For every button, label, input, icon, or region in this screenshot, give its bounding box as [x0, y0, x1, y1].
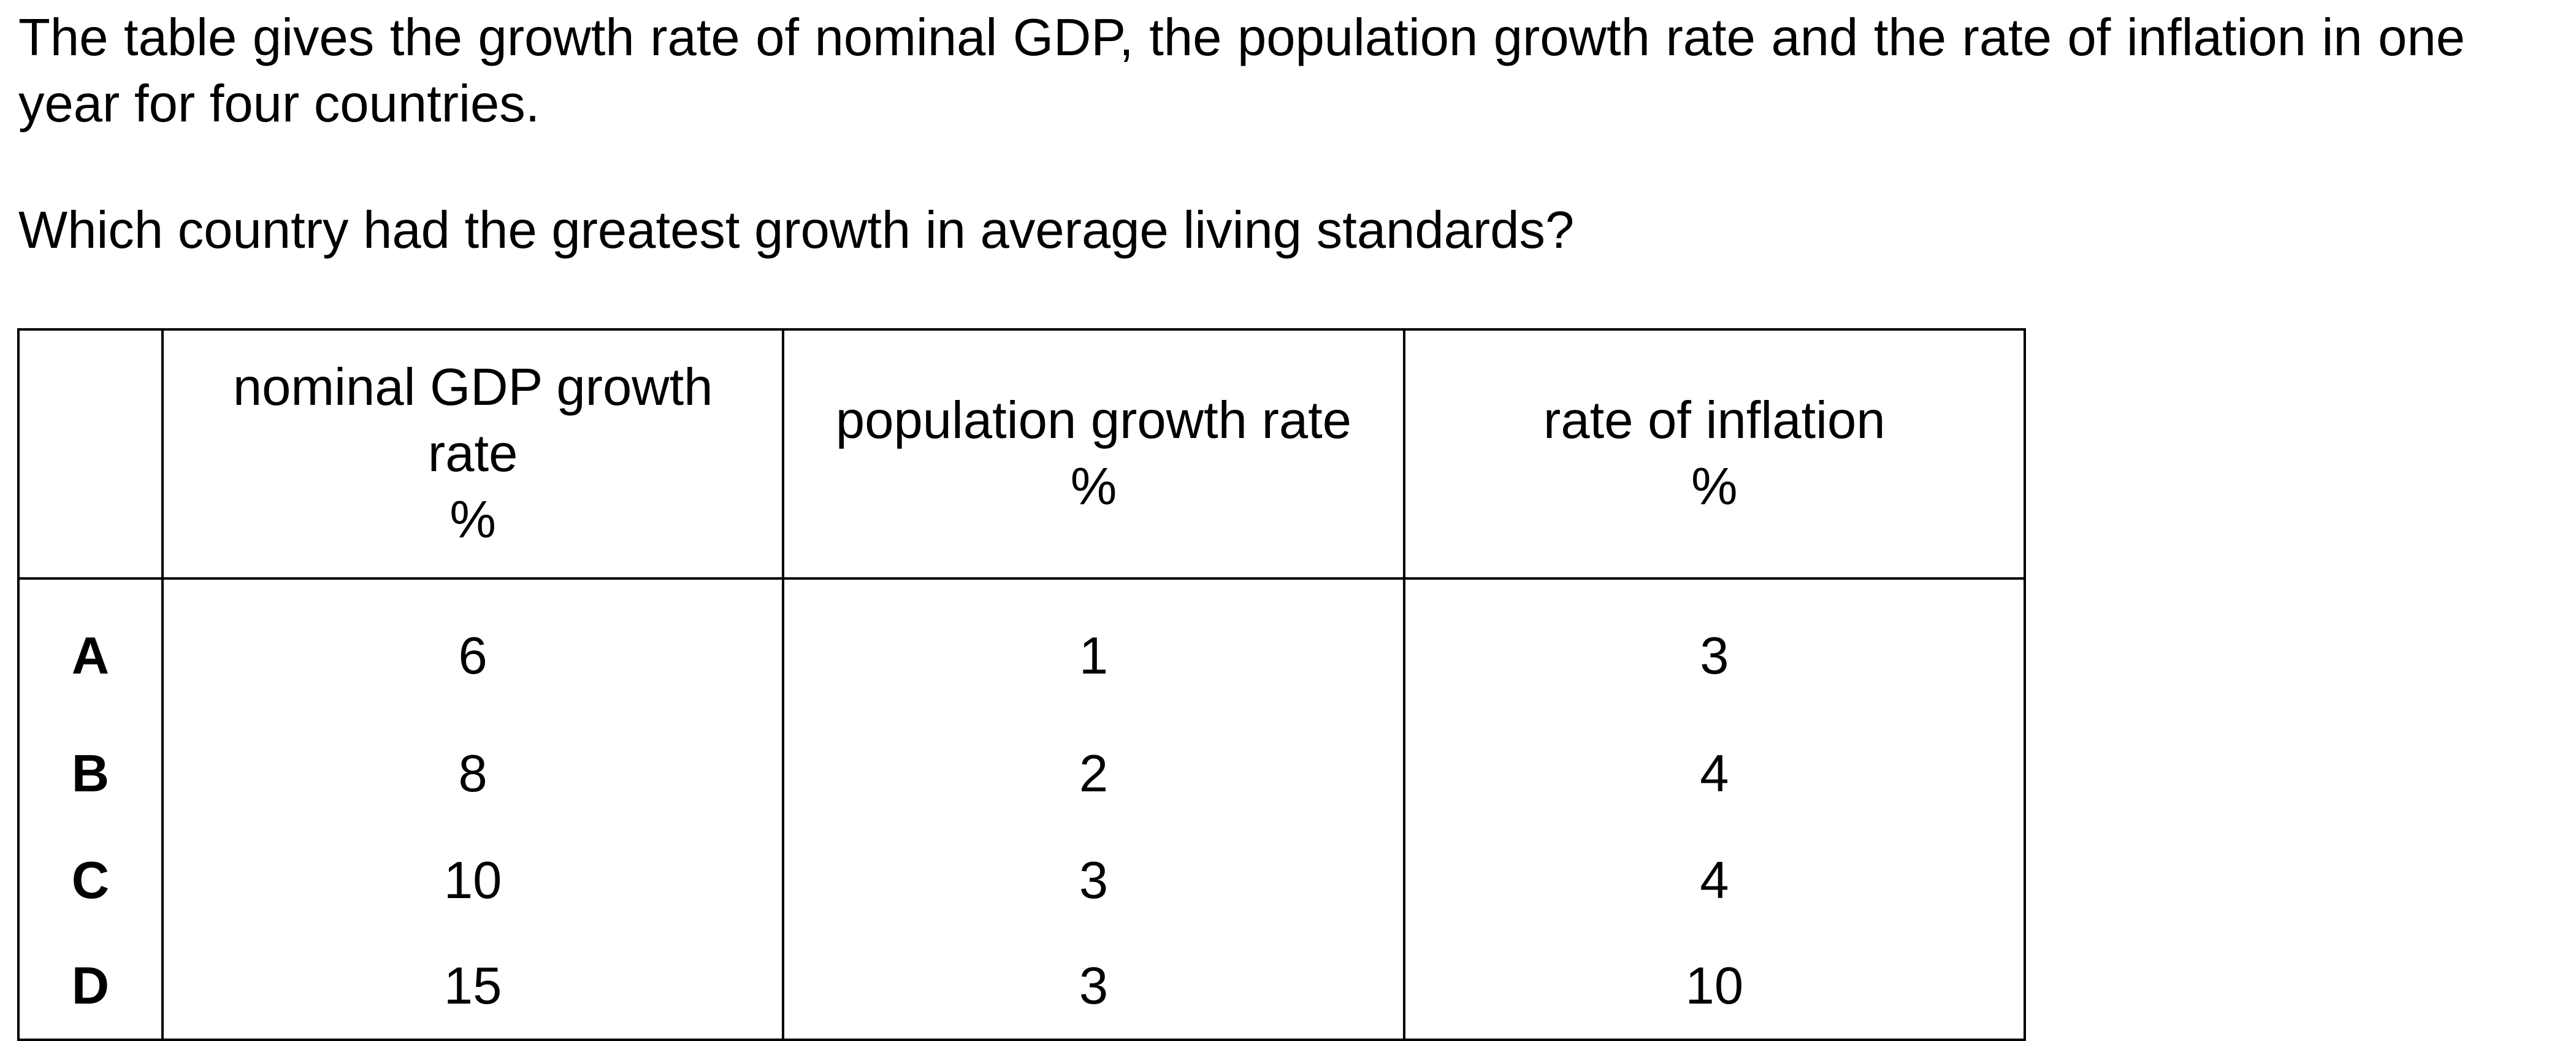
header-population-unit: % [1070, 458, 1117, 516]
cell-inflation: 4 [1402, 721, 2027, 828]
question-prompt: Which country had the greatest growth in… [18, 201, 1575, 259]
table-row: D 15 3 10 [17, 934, 2027, 1041]
row-label: B [17, 721, 164, 828]
row-label: C [17, 828, 164, 934]
table-row: A 6 1 3 [17, 578, 2027, 721]
header-population-growth: population growth rate % [782, 328, 1405, 580]
header-country-label [17, 328, 164, 580]
table-row: C 10 3 4 [17, 828, 2027, 934]
cell-population: 1 [782, 578, 1405, 721]
header-inflation-rate: rate of inflation % [1402, 328, 2027, 580]
cell-inflation: 3 [1402, 578, 2027, 721]
header-inflation-unit: % [1691, 458, 1738, 516]
cell-gdp: 15 [161, 934, 785, 1041]
row-label: D [17, 934, 164, 1041]
cell-inflation: 10 [1402, 934, 2027, 1041]
header-inflation-line-1: rate of inflation [1543, 391, 1886, 450]
cell-inflation: 4 [1402, 828, 2027, 934]
cell-gdp: 8 [161, 721, 785, 828]
cell-population: 3 [782, 934, 1405, 1041]
header-gdp-growth: nominal GDP growth rate % [161, 328, 785, 580]
header-gdp-line-1: nominal GDP growth [232, 358, 713, 417]
data-table: nominal GDP growth rate % population gro… [17, 328, 2027, 1041]
question-intro: The table gives the growth rate of nomin… [18, 9, 2465, 133]
cell-population: 2 [782, 721, 1405, 828]
cell-gdp: 10 [161, 828, 785, 934]
table-row: B 8 2 4 [17, 721, 2027, 828]
table-header-row: nominal GDP growth rate % population gro… [17, 328, 2027, 580]
row-label: A [17, 578, 164, 721]
cell-population: 3 [782, 828, 1405, 934]
header-gdp-line-2: rate [427, 424, 518, 483]
cell-gdp: 6 [161, 578, 785, 721]
header-population-line-1: population growth rate [835, 391, 1352, 450]
header-gdp-unit: % [449, 491, 496, 549]
